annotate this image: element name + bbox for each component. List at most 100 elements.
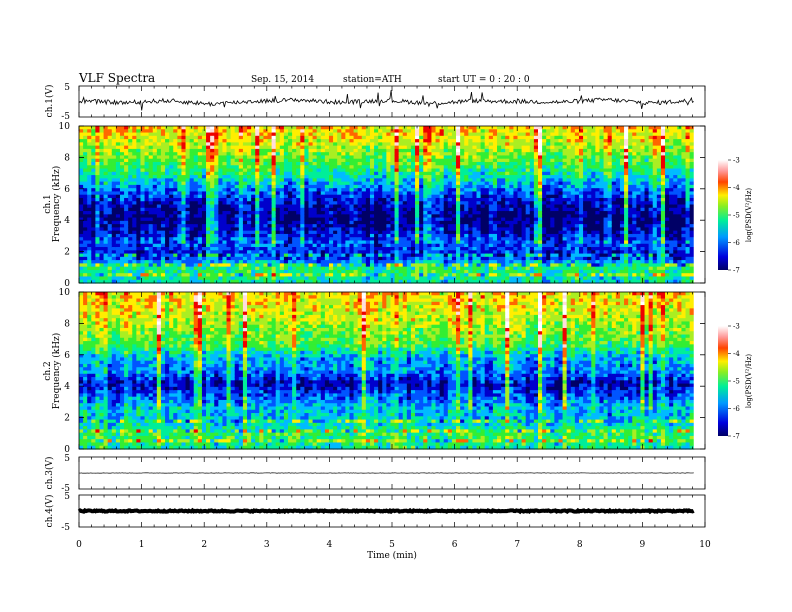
spectrogram-cell xyxy=(251,250,256,255)
spectrogram-cell xyxy=(324,161,330,166)
spectrogram-cell xyxy=(177,178,183,183)
spectrogram-cell xyxy=(234,184,240,189)
spectrogram-cell xyxy=(173,165,178,170)
spectrogram-cell xyxy=(267,181,273,186)
spectrogram-cell xyxy=(300,184,305,189)
spectrogram-cell xyxy=(136,266,142,271)
spectrogram-cell xyxy=(230,253,236,258)
spectrogram-cell xyxy=(111,214,117,219)
spectrogram-cell xyxy=(169,256,174,261)
spectrogram-cell xyxy=(279,126,285,130)
spectrogram-cell xyxy=(169,253,174,258)
spectrogram-cell xyxy=(136,253,142,258)
spectrogram-cell xyxy=(115,250,121,255)
spectrogram-cell xyxy=(218,132,224,137)
spectrogram-cell xyxy=(136,184,142,189)
spectrogram-cell xyxy=(189,230,195,235)
spectrogram-cell xyxy=(247,155,252,160)
spectrogram-cell xyxy=(226,178,232,183)
spectrogram-cell xyxy=(292,279,297,284)
spectrogram-cell xyxy=(185,155,191,160)
spectrogram-cell xyxy=(189,132,195,137)
spectrogram-cell xyxy=(136,132,142,137)
spectrogram-cell xyxy=(189,201,195,206)
spectrogram-cell xyxy=(259,211,265,215)
spectrogram-cell xyxy=(206,247,211,251)
spectrogram-cell xyxy=(91,256,96,261)
spectrogram-cell xyxy=(230,171,236,176)
spectrogram-cell xyxy=(177,214,183,219)
spectrogram-cell xyxy=(148,214,154,219)
spectrogram-cell xyxy=(283,161,289,166)
spectrogram-cell xyxy=(165,171,170,176)
spectrogram-cell xyxy=(255,207,260,212)
spectrogram-cell xyxy=(234,276,240,281)
spectrogram-cell xyxy=(165,175,170,179)
spectrogram-cell xyxy=(128,126,133,130)
spectrogram-cell xyxy=(115,178,121,183)
spectrogram-cell xyxy=(218,230,224,235)
spectrogram-cell xyxy=(87,129,92,134)
spectrogram-cell xyxy=(292,247,297,251)
spectrogram-cell xyxy=(247,279,252,284)
spectrogram-cell xyxy=(111,204,117,209)
spectrogram-cell xyxy=(152,250,158,255)
spectrogram-cell xyxy=(320,132,326,137)
spectrogram-cell xyxy=(283,194,289,199)
spectrogram-cell xyxy=(197,184,203,189)
spectrogram-cell xyxy=(156,273,162,278)
spectrogram-cell xyxy=(308,279,314,284)
spectrogram-cell xyxy=(181,135,187,140)
spectrogram-cell xyxy=(91,269,96,274)
spectrogram-cell xyxy=(206,126,211,130)
spectrogram-cell xyxy=(165,197,170,202)
spectrogram-cell xyxy=(292,263,297,268)
spectrogram-cell xyxy=(144,161,150,166)
spectrogram-cell xyxy=(328,247,334,251)
spectrogram-cell xyxy=(214,260,219,264)
spectrogram-cell xyxy=(206,269,211,274)
spectrogram-cell xyxy=(115,139,121,143)
spectrogram-cell xyxy=(275,266,281,271)
spectrogram-cell xyxy=(107,260,113,264)
spectrogram-cell xyxy=(263,224,269,228)
spectrogram-cell xyxy=(275,191,281,196)
spectrogram-cell xyxy=(128,211,133,215)
spectrogram-cell xyxy=(333,217,338,222)
spectrogram-cell xyxy=(218,233,224,238)
spectrogram-cell xyxy=(279,233,285,238)
spectrogram-cell xyxy=(140,220,146,225)
spectrogram-cell xyxy=(144,165,150,170)
spectrogram-cell xyxy=(160,253,166,258)
spectrogram-cell xyxy=(181,204,187,209)
spectrogram-cell xyxy=(165,188,170,193)
spectrogram-cell xyxy=(349,155,355,160)
spectrogram-cell xyxy=(296,145,301,150)
spectrogram-cell xyxy=(234,145,240,150)
spectrogram-cell xyxy=(156,142,162,147)
spectrogram-cell xyxy=(197,260,203,264)
spectrogram-cell xyxy=(214,227,219,232)
spectrogram-cell xyxy=(160,237,166,242)
spectrogram-cell xyxy=(316,217,322,222)
spectrogram-cell xyxy=(115,132,121,137)
spectrogram-cell xyxy=(201,201,207,206)
spectrogram-cell xyxy=(193,237,199,242)
spectrogram-cell xyxy=(173,178,178,183)
spectrogram-cell xyxy=(201,171,207,176)
spectrogram-cell xyxy=(152,273,158,278)
spectrogram-cell xyxy=(181,178,187,183)
spectrogram-cell xyxy=(87,260,92,264)
spectrogram-cell xyxy=(95,247,101,251)
spectrogram-cell xyxy=(132,184,137,189)
spectrogram-cell xyxy=(292,132,297,137)
spectrogram-cell xyxy=(275,276,281,281)
spectrogram-cell xyxy=(177,168,183,173)
spectrogram-cell xyxy=(197,161,203,166)
spectrogram-cell xyxy=(214,148,219,153)
spectrogram-cell xyxy=(201,175,207,179)
spectrogram-cell xyxy=(320,194,326,199)
spectrogram-cell xyxy=(275,184,281,189)
spectrogram-cell xyxy=(144,260,150,264)
spectrogram-cell xyxy=(255,273,260,278)
